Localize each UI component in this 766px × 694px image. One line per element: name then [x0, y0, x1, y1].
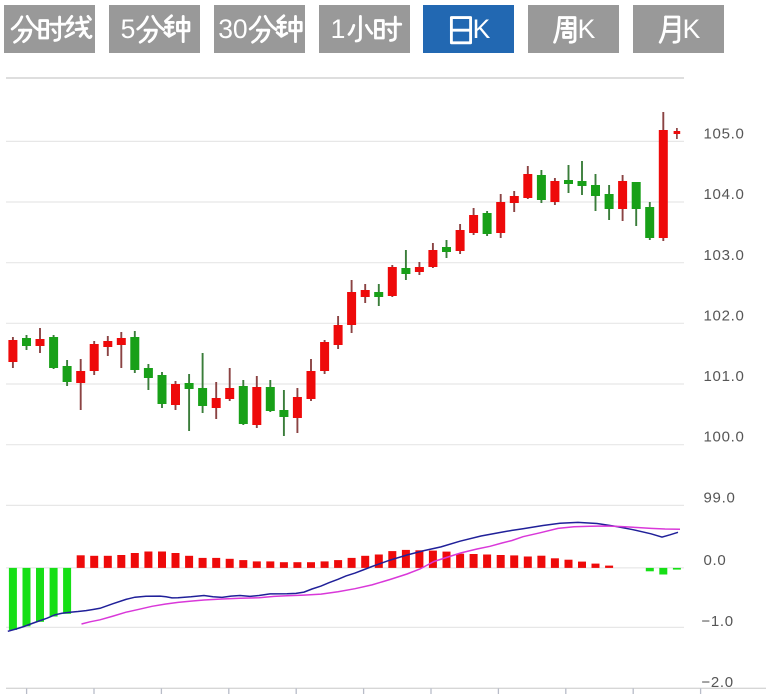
svg-text:0.0: 0.0	[704, 552, 727, 569]
svg-text:100.0: 100.0	[704, 429, 745, 446]
svg-text:5: 5	[120, 14, 135, 44]
svg-text:103.0: 103.0	[704, 247, 745, 264]
svg-text:K: K	[473, 14, 491, 44]
svg-text:105.0: 105.0	[704, 125, 745, 142]
svg-text:1: 1	[330, 14, 345, 44]
svg-text:30: 30	[218, 14, 247, 44]
svg-text:102.0: 102.0	[704, 307, 745, 324]
svg-text:−2.0: −2.0	[701, 674, 733, 691]
svg-text:101.0: 101.0	[704, 368, 745, 385]
svg-text:104.0: 104.0	[704, 186, 745, 203]
svg-text:99.0: 99.0	[704, 490, 736, 507]
svg-text:−1.0: −1.0	[701, 613, 733, 630]
svg-text:K: K	[683, 14, 701, 44]
svg-text:K: K	[578, 14, 596, 44]
